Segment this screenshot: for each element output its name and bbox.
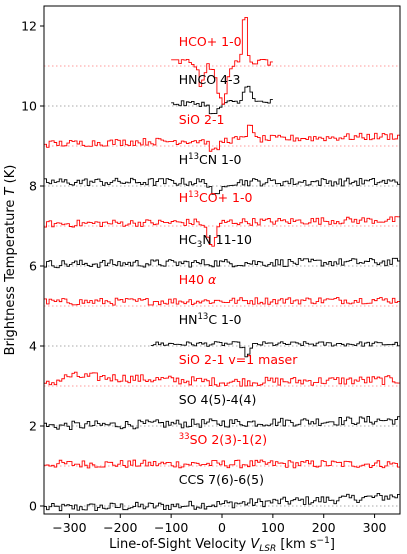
spectrum-line-9 [44, 124, 400, 152]
spectrum-label-4: HN13C 1-0 [179, 312, 242, 327]
spectrum-line-6 [44, 257, 400, 269]
y-axis-label: Brightness Temperature T (K) [3, 165, 18, 356]
spectra-lines [44, 16, 400, 512]
spectrum-label-0: CCS 7(6)-6(5) [179, 472, 264, 487]
x-tick-label-1: −200 [103, 520, 137, 535]
spectrum-label-11: HCO+ 1-0 [179, 34, 242, 49]
spectrum-line-2 [44, 416, 400, 431]
spectrum-labels: CCS 7(6)-6(5) 33SO 2(3)-1(2) SO 4(5)-4(4) S… [179, 34, 298, 487]
y-tick-label-5: 10 [21, 99, 37, 114]
x-tick-label-3: 0 [218, 520, 226, 535]
spectrum-line-8 [44, 177, 400, 195]
spectrum-line-3 [44, 371, 400, 387]
spectrum-label-3: SiO 2-1 v=1 maser [179, 352, 298, 367]
spectrum-label-7: H13CO+ 1-0 [179, 190, 253, 205]
x-tick-label-4: 100 [261, 520, 285, 535]
y-tick-label-2: 4 [29, 339, 37, 354]
x-axis-ticks: −300 −200 −100 0 100 200 300 [52, 514, 387, 535]
spectrum-line-7 [44, 216, 400, 247]
y-tick-label-0: 0 [29, 499, 37, 514]
y-tick-label-3: 6 [29, 259, 37, 274]
spectrum-line-4 [150, 341, 400, 358]
spectrum-line-1 [44, 459, 400, 469]
x-tick-label-0: −300 [52, 520, 86, 535]
spectrum-label-9: SiO 2-1 [179, 112, 225, 127]
y-tick-label-6: 12 [21, 19, 37, 34]
spectrum-line-11 [171, 16, 273, 105]
spectrum-label-2: SO 4(5)-4(4) [179, 392, 257, 407]
spectrum-line-5 [44, 297, 400, 306]
y-tick-label-1: 2 [29, 419, 37, 434]
spectrum-label-8: H13CN 1-0 [179, 152, 242, 167]
baselines [44, 65, 400, 507]
x-tick-label-5: 200 [312, 520, 336, 535]
x-axis-label: Line-of-Sight Velocity VLSR [km s−1] [109, 536, 335, 554]
spectrum-label-10: HNCO 4-3 [179, 72, 241, 87]
y-axis-ticks: 0 2 4 6 8 10 12 [21, 19, 44, 514]
spectrum-label-5: H40 α [179, 272, 217, 287]
x-tick-label-2: −100 [154, 520, 188, 535]
spectrum-label-1: 33SO 2(3)-1(2) [179, 432, 267, 447]
spectrum-line-0 [44, 493, 400, 512]
spectrum-line-10 [171, 85, 273, 115]
x-tick-label-6: 300 [363, 520, 387, 535]
y-tick-label-4: 8 [29, 179, 37, 194]
spectrum-label-6: HC3N 11-10 [179, 232, 252, 250]
